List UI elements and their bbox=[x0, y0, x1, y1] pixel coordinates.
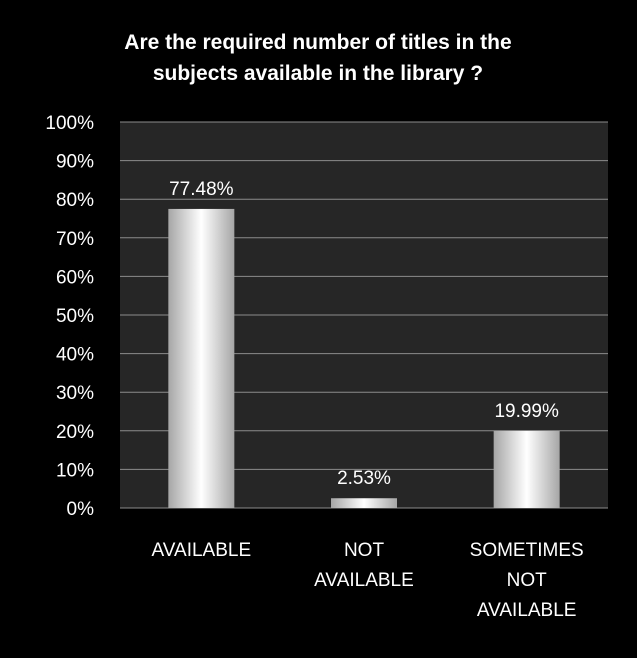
y-tick-label: 20% bbox=[56, 422, 94, 443]
bar bbox=[331, 498, 397, 508]
y-tick-label: 10% bbox=[56, 460, 94, 481]
chart-title: Are the required number of titles in the… bbox=[124, 31, 511, 85]
y-tick-label: 60% bbox=[56, 267, 94, 288]
bar bbox=[168, 208, 235, 509]
bar bbox=[493, 430, 560, 508]
y-tick-label: 70% bbox=[56, 229, 94, 250]
category-label: AVAILABLE bbox=[314, 570, 414, 591]
y-tick-label: 0% bbox=[67, 499, 95, 520]
y-tick-label: 30% bbox=[56, 383, 94, 404]
category-label: AVAILABLE bbox=[477, 600, 577, 621]
data-label: 19.99% bbox=[494, 401, 559, 422]
data-label: 2.53% bbox=[337, 468, 391, 489]
y-axis-ticks: 0% 10% 20% 30% 40% 50% 60% 70% 80% 90% 100% bbox=[45, 113, 94, 520]
y-tick-label: 100% bbox=[45, 113, 94, 134]
data-label: 77.48% bbox=[169, 179, 234, 200]
y-tick-label: 40% bbox=[56, 345, 94, 366]
chart-title-line: Are the required number of titles in the bbox=[124, 31, 511, 54]
data-labels: 77.48% 2.53% 19.99% bbox=[169, 179, 559, 489]
category-label: AVAILABLE bbox=[152, 540, 252, 561]
chart-title-line: subjects available in the library ? bbox=[153, 62, 483, 85]
y-tick-label: 50% bbox=[56, 306, 94, 327]
bars bbox=[168, 208, 560, 509]
category-label: NOT bbox=[507, 570, 548, 591]
y-tick-label: 80% bbox=[56, 190, 94, 211]
x-axis-categories: AVAILABLE NOT AVAILABLE SOMETIMES NOT AVAILAB… bbox=[152, 540, 584, 621]
category-label: SOMETIMES bbox=[470, 540, 584, 561]
category-label: NOT bbox=[344, 540, 385, 561]
y-tick-label: 90% bbox=[56, 152, 94, 173]
